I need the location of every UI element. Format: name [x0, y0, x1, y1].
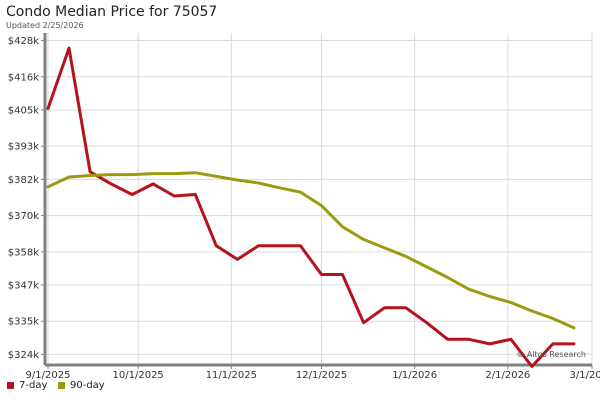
chart-subtitle: Updated 2/25/2026	[6, 21, 84, 30]
legend-label-7day: 7-day	[19, 380, 48, 391]
tick-labels: $324k $335k $347k $358k $370k $382k $393k $405k…	[8, 36, 600, 381]
series-line-90day	[46, 171, 576, 330]
x-tick-label: 2/1/2026	[485, 370, 530, 381]
watermark-text: © Altos Research	[516, 350, 586, 359]
x-tick-label: 3/1/2026	[570, 370, 600, 381]
x-tick-label: 11/1/2025	[206, 370, 257, 381]
y-tick-label: $335k	[8, 317, 39, 328]
y-tick-label: $428k	[8, 36, 39, 47]
x-tick-label: 9/1/2025	[26, 370, 71, 381]
y-tick-label: $324k	[8, 350, 39, 361]
x-tick-label: 10/1/2025	[113, 370, 164, 381]
y-tick-label: $347k	[8, 281, 39, 292]
y-tick-label: $382k	[8, 175, 39, 186]
series-line-7day	[46, 46, 576, 368]
legend-swatch-90day	[58, 382, 65, 389]
grid-lines	[45, 33, 593, 365]
x-tick-label: 12/1/2025	[296, 370, 347, 381]
x-tick-label: 1/1/2026	[392, 370, 437, 381]
y-tick-label: $370k	[8, 211, 39, 222]
y-tick-label: $416k	[8, 72, 39, 83]
axes	[41, 33, 593, 369]
y-tick-label: $393k	[8, 142, 39, 153]
legend-label-90day: 90-day	[70, 380, 105, 391]
chart-title: Condo Median Price for 75057	[6, 4, 218, 20]
series-lines	[46, 46, 576, 368]
legend-item-90day: 90-day	[58, 380, 105, 391]
legend-swatch-7day	[7, 382, 14, 389]
legend-item-7day: 7-day	[7, 380, 47, 391]
y-tick-label: $358k	[8, 247, 39, 258]
y-tick-label: $405k	[8, 105, 39, 116]
